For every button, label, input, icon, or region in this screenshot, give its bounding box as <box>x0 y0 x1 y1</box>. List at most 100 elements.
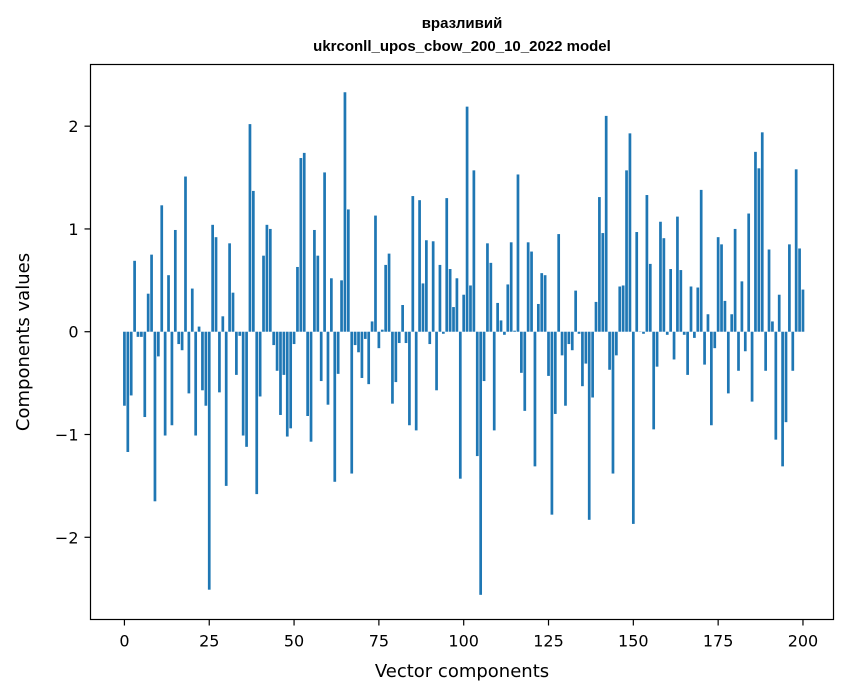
bar <box>686 331 689 375</box>
y-tick-label: 2 <box>68 117 78 136</box>
bar <box>523 331 527 411</box>
bar <box>608 331 611 370</box>
x-tick-label: 175 <box>703 632 734 651</box>
bar <box>279 331 282 415</box>
bar <box>296 266 299 332</box>
bar <box>313 229 316 332</box>
y-tick-label: 0 <box>68 323 78 342</box>
bar <box>197 326 201 332</box>
bar <box>503 331 506 335</box>
bar <box>184 176 187 332</box>
bar <box>696 287 700 332</box>
bar <box>207 331 211 590</box>
bar <box>516 174 520 332</box>
bar <box>343 92 347 332</box>
bar <box>469 285 472 332</box>
bar <box>262 255 265 332</box>
bar <box>289 331 293 429</box>
bar <box>743 331 747 352</box>
bar <box>520 331 523 373</box>
bar <box>367 331 371 385</box>
bar <box>665 331 669 335</box>
bar <box>530 251 533 332</box>
bar <box>553 331 557 414</box>
bar <box>306 331 309 416</box>
bar <box>458 331 462 479</box>
bar <box>615 331 618 356</box>
chart-title: вразливий <box>422 15 503 32</box>
bar <box>777 294 781 332</box>
bar <box>268 228 272 332</box>
bar <box>231 292 235 332</box>
bar <box>754 151 757 332</box>
bar <box>146 293 150 332</box>
bar <box>204 331 208 406</box>
bar <box>472 170 476 332</box>
bar <box>547 331 550 376</box>
bar <box>703 331 706 365</box>
bar <box>557 234 561 332</box>
bar <box>645 195 649 332</box>
bar <box>251 190 255 332</box>
bar <box>726 331 730 394</box>
bar <box>781 331 784 467</box>
bar <box>492 331 496 431</box>
bar <box>316 255 320 332</box>
bar <box>496 302 499 332</box>
bar <box>601 233 605 332</box>
bar <box>642 331 645 334</box>
bar <box>123 331 126 406</box>
bar <box>737 331 740 371</box>
bar <box>238 331 242 336</box>
bar <box>784 331 788 423</box>
bar <box>140 331 143 337</box>
bar <box>452 307 455 332</box>
bar <box>299 158 303 332</box>
bar <box>564 331 567 406</box>
bar <box>275 331 279 371</box>
bar <box>791 331 795 371</box>
bar <box>669 269 672 332</box>
bar <box>740 281 744 332</box>
bar <box>486 243 489 332</box>
y-tick-label: −2 <box>55 528 79 547</box>
bar <box>767 249 771 332</box>
bar <box>357 331 360 353</box>
bar <box>475 331 479 457</box>
bar <box>489 262 493 332</box>
x-axis-label: Vector components <box>375 661 549 682</box>
bar <box>438 264 442 332</box>
bar <box>282 331 286 375</box>
bar <box>336 331 340 374</box>
bar <box>720 244 723 332</box>
bar <box>221 316 225 332</box>
bar <box>482 331 486 382</box>
bar <box>401 305 404 332</box>
bar <box>170 331 174 426</box>
bar <box>723 300 727 332</box>
bar <box>272 331 276 346</box>
bar <box>187 331 191 394</box>
bar <box>757 168 761 332</box>
bar <box>733 228 737 332</box>
bar <box>526 242 530 332</box>
bar <box>150 254 153 332</box>
bar <box>255 331 259 495</box>
bar <box>676 216 679 332</box>
bar <box>425 240 428 332</box>
bar <box>455 278 459 332</box>
bar <box>774 331 778 440</box>
bar <box>506 284 510 332</box>
bar <box>157 331 160 357</box>
bar <box>143 331 147 418</box>
bar <box>662 238 666 332</box>
bar <box>408 331 411 426</box>
bar <box>235 331 238 375</box>
x-tick-label: 75 <box>369 632 389 651</box>
bar <box>570 331 574 351</box>
bar <box>245 331 248 447</box>
bar <box>706 314 710 332</box>
y-axis-label: Components values <box>13 253 34 431</box>
bar <box>319 331 323 382</box>
